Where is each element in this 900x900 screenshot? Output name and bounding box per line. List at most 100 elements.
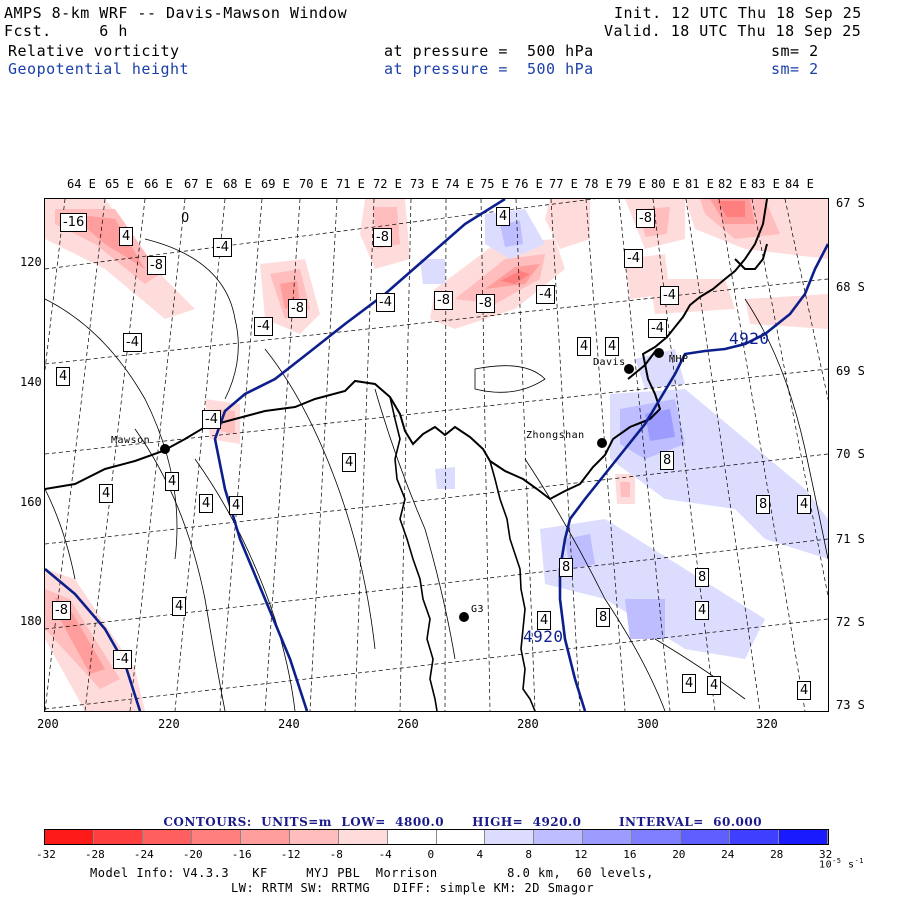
vorticity-contour-label: 4 <box>797 495 812 514</box>
colorbar-cell <box>534 830 584 844</box>
vorticity-contour-label: 8 <box>695 568 710 587</box>
vorticity-contour-label: -4 <box>123 333 142 352</box>
ice-shelf-outline <box>389 396 536 711</box>
vorticity-contour-label: 4 <box>577 337 592 356</box>
lon-label: 78 E <box>584 177 613 191</box>
vorticity-contour-label: -4 <box>648 319 667 338</box>
station-label: MHP <box>669 354 689 365</box>
field2-level: at pressure = 500 hPa <box>384 60 594 78</box>
colorbar-cell <box>387 830 437 844</box>
vorticity-contour-label: -4 <box>254 317 273 336</box>
field1-level: at pressure = 500 hPa <box>384 42 594 60</box>
vorticity-contour-label: 8 <box>559 558 574 577</box>
colorbar-cell <box>45 830 94 844</box>
colorbar-cell <box>142 830 192 844</box>
vorticity-contour-label: 4 <box>537 611 552 630</box>
height-low: LOW= 4800.0 <box>341 815 445 829</box>
x-axis-label: 240 <box>278 717 300 731</box>
vorticity-contour-label: 4 <box>797 681 812 700</box>
vorticity-contours <box>45 238 828 711</box>
vorticity-contour-label: 0 <box>181 211 190 226</box>
height-label: 4920 <box>523 627 564 646</box>
coastline <box>45 199 768 501</box>
colorbar-tick-label: 20 <box>672 848 686 861</box>
colorbar-cell <box>191 830 241 844</box>
station-marker-mhp <box>654 348 664 358</box>
map-canvas <box>45 199 828 711</box>
lon-label: 73 E <box>410 177 439 191</box>
vorticity-contour-label: -4 <box>202 410 221 429</box>
weather-map: Mawson Davis MHP Zhongshan G3 4920 4920 <box>44 198 829 712</box>
colorbar-tick-label: 4 <box>476 848 484 861</box>
colorbar-cell <box>485 830 535 844</box>
lon-label: 66 E <box>144 177 173 191</box>
y-axis-label: 180 <box>20 614 42 628</box>
colorbar-tick-label: -32 <box>36 848 56 861</box>
colorbar-tick-label: -20 <box>182 848 203 861</box>
colorbar-unit-base: 10 <box>819 859 833 871</box>
colorbar-cell <box>436 830 486 844</box>
vorticity-contour-label: 4 <box>682 674 697 693</box>
lon-label: 77 E <box>549 177 578 191</box>
vorticity-contour-label: 4 <box>707 676 722 695</box>
vorticity-contour-label: 4 <box>496 207 511 226</box>
vorticity-contour-label: -16 <box>60 213 88 232</box>
vorticity-contour-label: -4 <box>624 249 643 268</box>
height-label: 4920 <box>729 329 770 348</box>
vorticity-contour-label: 4 <box>99 484 114 503</box>
lon-label: 80 E <box>651 177 680 191</box>
colorbar-tick-label: 32 <box>819 848 833 861</box>
lon-label: 68 E <box>223 177 252 191</box>
vorticity-contour-label: 4 <box>199 494 214 513</box>
colorbar-cell <box>240 830 290 844</box>
colorbar-tick-label: 0 <box>427 848 435 861</box>
vorticity-contour-label: -8 <box>147 256 166 275</box>
vorticity-contour-label: 4 <box>695 601 710 620</box>
lon-label: 81 E <box>685 177 714 191</box>
colorbar-tick-label: 12 <box>574 848 588 861</box>
colorbar-cell <box>93 830 143 844</box>
lon-label: 70 E <box>299 177 328 191</box>
lat-label: 71 S <box>836 532 865 546</box>
model-title: AMPS 8-km WRF -- Davis-Mawson Window <box>4 4 348 22</box>
height-units: CONTOURS: UNITS=m <box>163 815 332 829</box>
vorticity-contour-label: -8 <box>288 299 307 318</box>
vorticity-contour-label: -8 <box>636 209 655 228</box>
latlon-grid <box>45 199 828 711</box>
station-marker-zhongshan <box>597 438 607 448</box>
vorticity-contour-label: -4 <box>113 650 132 669</box>
y-axis-label: 120 <box>20 255 42 269</box>
lon-label: 65 E <box>105 177 134 191</box>
lat-label: 68 S <box>836 280 865 294</box>
forecast-hour: Fcst. 6 h <box>4 22 128 40</box>
vorticity-contour-label: 4 <box>229 496 244 515</box>
colorbar-cell <box>289 830 339 844</box>
lat-label: 73 S <box>836 698 865 712</box>
lon-label: 74 E <box>445 177 474 191</box>
colorbar <box>44 829 829 845</box>
colorbar-tick-label: -28 <box>84 848 105 861</box>
x-axis-label: 200 <box>37 717 59 731</box>
colorbar-tick-label: -4 <box>378 848 392 861</box>
valid-time: Valid. 18 UTC Thu 18 Sep 25 <box>604 22 862 40</box>
height-interval: INTERVAL= 60.000 <box>618 815 763 829</box>
lon-label: 72 E <box>373 177 402 191</box>
vorticity-contour-label: 4 <box>56 367 71 386</box>
y-axis-label: 160 <box>20 495 42 509</box>
vorticity-contour-label: -4 <box>660 286 679 305</box>
y-axis-label: 140 <box>20 375 42 389</box>
lat-label: 70 S <box>836 447 865 461</box>
vorticity-contour-label: 4 <box>172 597 187 616</box>
station-marker-g3 <box>459 612 469 622</box>
field2-smooth: sm= 2 <box>771 60 819 78</box>
station-label: Davis <box>593 357 626 368</box>
colorbar-cell <box>338 830 388 844</box>
colorbar-tick-label: -8 <box>329 848 343 861</box>
lon-label: 71 E <box>336 177 365 191</box>
station-label: Zhongshan <box>526 430 585 441</box>
lat-label: 69 S <box>836 364 865 378</box>
colorbar-unit-s-exp: -1 <box>854 857 865 865</box>
colorbar-unit: 10-5 s-1 <box>806 843 864 871</box>
colorbar-tick-label: 16 <box>623 848 637 861</box>
lon-label: 69 E <box>261 177 290 191</box>
